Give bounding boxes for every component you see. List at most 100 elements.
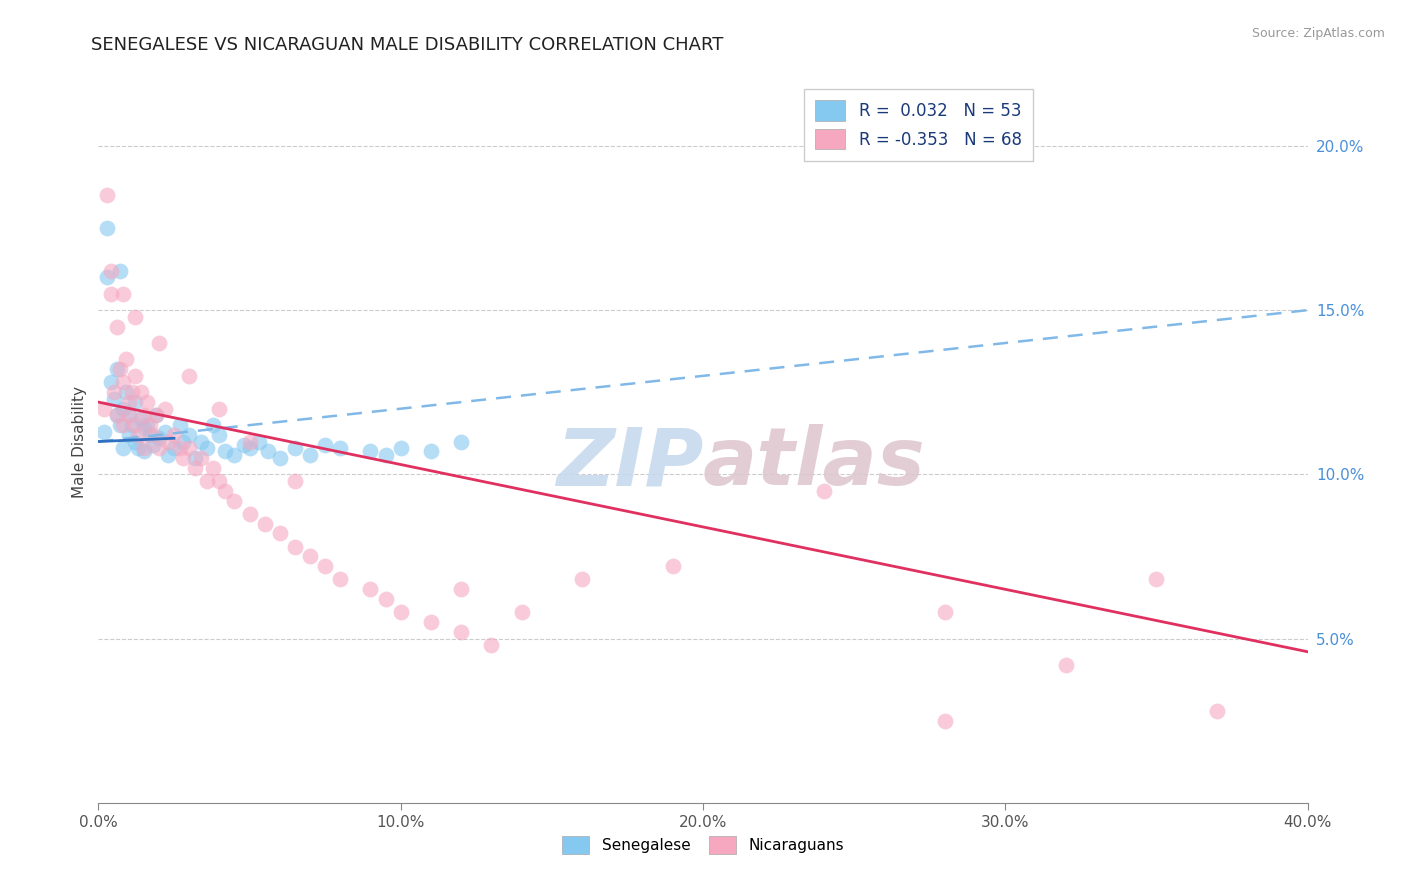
Point: [111, 418, 134, 433]
Point: [96, 221, 118, 235]
Point: [124, 368, 146, 383]
Point: [156, 448, 179, 462]
Point: [139, 418, 162, 433]
Point: [114, 385, 136, 400]
Point: [124, 434, 146, 449]
Point: [1054, 657, 1077, 672]
Point: [111, 401, 134, 416]
Point: [374, 448, 396, 462]
Point: [179, 368, 201, 383]
Text: Source: ZipAtlas.com: Source: ZipAtlas.com: [1251, 27, 1385, 40]
Point: [111, 441, 134, 455]
Point: [114, 352, 136, 367]
Point: [269, 526, 291, 541]
Point: [135, 395, 157, 409]
Point: [103, 392, 125, 406]
Point: [232, 438, 254, 452]
Point: [420, 615, 443, 630]
Point: [132, 421, 155, 435]
Point: [284, 474, 307, 488]
Point: [190, 434, 212, 449]
Point: [224, 493, 246, 508]
Point: [169, 441, 191, 455]
Point: [96, 270, 118, 285]
Point: [190, 450, 212, 465]
Point: [139, 428, 162, 442]
Point: [214, 483, 236, 498]
Point: [481, 638, 503, 652]
Point: [184, 460, 207, 475]
Legend: Senegalese, Nicaraguans: Senegalese, Nicaraguans: [555, 830, 851, 860]
Point: [103, 385, 125, 400]
Point: [374, 592, 396, 607]
Point: [239, 434, 262, 449]
Point: [661, 559, 683, 574]
Point: [179, 428, 201, 442]
Point: [132, 444, 155, 458]
Point: [195, 474, 218, 488]
Point: [111, 376, 134, 390]
Point: [118, 409, 141, 423]
Point: [813, 483, 835, 498]
Point: [127, 428, 149, 442]
Point: [118, 409, 141, 423]
Point: [389, 605, 412, 619]
Point: [256, 444, 278, 458]
Point: [135, 418, 157, 433]
Point: [450, 582, 472, 597]
Point: [179, 441, 201, 455]
Point: [121, 418, 143, 433]
Point: [284, 441, 307, 455]
Point: [121, 385, 143, 400]
Text: ZIP: ZIP: [555, 425, 703, 502]
Point: [1144, 573, 1167, 587]
Point: [153, 401, 176, 416]
Point: [124, 418, 146, 433]
Point: [208, 428, 231, 442]
Point: [269, 450, 291, 465]
Point: [124, 310, 146, 324]
Point: [224, 448, 246, 462]
Point: [510, 605, 533, 619]
Point: [142, 438, 165, 452]
Point: [314, 559, 336, 574]
Point: [208, 474, 231, 488]
Point: [195, 441, 218, 455]
Point: [100, 264, 122, 278]
Point: [450, 625, 472, 640]
Point: [184, 450, 207, 465]
Point: [299, 549, 322, 564]
Point: [100, 286, 122, 301]
Point: [329, 441, 352, 455]
Point: [111, 286, 134, 301]
Point: [118, 428, 141, 442]
Text: atlas: atlas: [703, 425, 925, 502]
Point: [129, 385, 152, 400]
Point: [247, 434, 270, 449]
Point: [202, 418, 225, 433]
Point: [96, 188, 118, 202]
Point: [132, 441, 155, 455]
Point: [108, 362, 131, 376]
Point: [163, 428, 186, 442]
Y-axis label: Male Disability: Male Disability: [72, 385, 87, 498]
Point: [127, 441, 149, 455]
Point: [239, 507, 262, 521]
Point: [105, 362, 128, 376]
Point: [132, 409, 155, 423]
Point: [420, 444, 443, 458]
Point: [118, 395, 141, 409]
Point: [156, 434, 179, 449]
Point: [172, 434, 194, 449]
Point: [169, 418, 191, 433]
Point: [284, 540, 307, 554]
Point: [108, 418, 131, 433]
Point: [148, 431, 170, 445]
Point: [124, 395, 146, 409]
Text: SENEGALESE VS NICARAGUAN MALE DISABILITY CORRELATION CHART: SENEGALESE VS NICARAGUAN MALE DISABILITY…: [91, 36, 724, 54]
Point: [202, 460, 225, 475]
Point: [360, 582, 382, 597]
Point: [142, 428, 165, 442]
Point: [105, 409, 128, 423]
Point: [253, 516, 276, 531]
